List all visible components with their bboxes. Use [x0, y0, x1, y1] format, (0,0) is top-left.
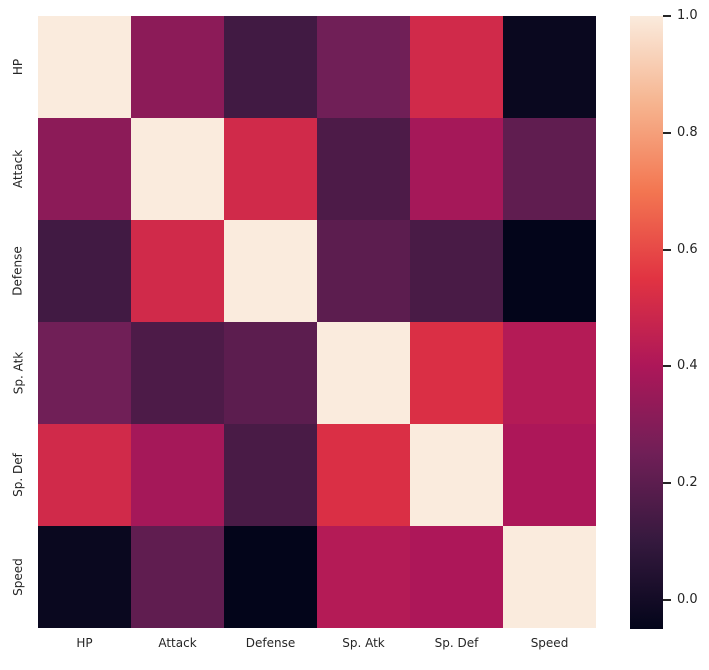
y-tick-speed: Speed: [0, 526, 36, 628]
heatmap-cell: [224, 118, 317, 220]
colorbar-tick-mark: [663, 365, 671, 368]
heatmap-cell: [317, 118, 410, 220]
heatmap-cell: [131, 118, 224, 220]
colorbar-gradient: [630, 16, 663, 629]
heatmap-cell: [503, 526, 596, 628]
heatmap-cell: [503, 220, 596, 322]
y-tick-attack: Attack: [0, 118, 36, 220]
x-tick-speed: Speed: [530, 636, 569, 650]
colorbar-tick-label: 0.0: [677, 591, 698, 607]
colorbar-tick-mark: [663, 482, 671, 485]
x-tick-attack: Attack: [158, 636, 197, 650]
colorbar-tick-mark: [663, 15, 671, 17]
heatmap-cell: [224, 424, 317, 526]
y-tick-label: HP: [10, 58, 25, 76]
heatmap-cell: [410, 118, 503, 220]
x-tick-hp: HP: [76, 636, 93, 650]
heatmap-cell: [131, 424, 224, 526]
heatmap-cell: [317, 526, 410, 628]
heatmap-cell: [131, 322, 224, 424]
heatmap-cell: [224, 322, 317, 424]
heatmap-cell: [317, 322, 410, 424]
colorbar-tick-mark: [663, 248, 671, 251]
heatmap-cell: [410, 526, 503, 628]
y-tick-label: Sp. Def: [11, 453, 25, 497]
heatmap-grid: [38, 16, 596, 628]
heatmap-cell: [317, 16, 410, 118]
colorbar-tick-label: 0.2: [677, 475, 698, 491]
y-tick-hp: HP: [0, 16, 36, 118]
colorbar-tick-label: 0.4: [677, 358, 698, 374]
colorbar-tick-mark: [663, 598, 671, 601]
x-tick-sp-atk: Sp. Atk: [342, 636, 385, 650]
heatmap-cell: [410, 424, 503, 526]
heatmap-cell: [224, 16, 317, 118]
heatmap-cell: [38, 526, 131, 628]
heatmap-cell: [503, 16, 596, 118]
heatmap-cell: [38, 16, 131, 118]
heatmap-cell: [131, 220, 224, 322]
heatmap-cell: [503, 118, 596, 220]
y-tick-sp-def: Sp. Def: [0, 424, 36, 526]
colorbar-tick-label: 0.6: [677, 241, 698, 257]
heatmap-cell: [317, 424, 410, 526]
y-tick-label: Speed: [11, 558, 25, 596]
heatmap-cell: [38, 118, 131, 220]
x-tick-defense: Defense: [245, 636, 296, 650]
heatmap-cell: [410, 322, 503, 424]
heatmap-cell: [38, 220, 131, 322]
heatmap-cell: [38, 322, 131, 424]
heatmap-cell: [224, 220, 317, 322]
y-tick-sp-atk: Sp. Atk: [0, 322, 36, 424]
heatmap-cell: [410, 220, 503, 322]
colorbar-tick-label: 1.0: [677, 8, 698, 23]
heatmap-cell: [410, 16, 503, 118]
heatmap-cell: [224, 526, 317, 628]
y-tick-defense: Defense: [0, 220, 36, 322]
y-tick-label: Attack: [11, 149, 25, 189]
heatmap-cell: [131, 526, 224, 628]
heatmap-cell: [131, 16, 224, 118]
colorbar-tick-mark: [663, 131, 671, 134]
heatmap-cell: [503, 322, 596, 424]
heatmap-cell: [503, 424, 596, 526]
y-tick-label: Defense: [11, 246, 26, 296]
heatmap-cell: [38, 424, 131, 526]
colorbar-tick-label: 0.8: [677, 124, 698, 140]
y-tick-label: Sp. Atk: [11, 351, 26, 395]
heatmap-cell: [317, 220, 410, 322]
x-tick-sp-def: Sp. Def: [434, 636, 479, 650]
